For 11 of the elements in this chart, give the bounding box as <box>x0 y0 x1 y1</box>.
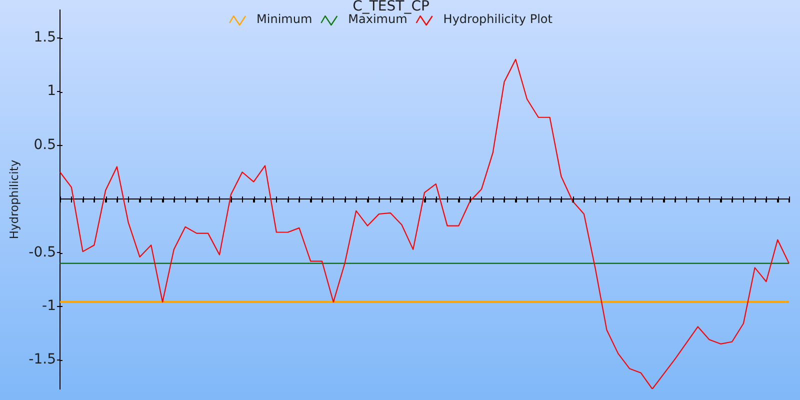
y-tick-label: 1 <box>47 83 56 100</box>
y-tick-label: -1 <box>42 298 56 314</box>
legend-label: Minimum <box>256 12 312 26</box>
chart-title: C_TEST_CP <box>352 0 430 15</box>
y-tick-label: 0.5 <box>34 136 56 153</box>
y-tick-label: -0.5 <box>28 244 56 260</box>
y-tick-label: -1.5 <box>28 352 56 368</box>
legend-label: Maximum <box>348 12 408 26</box>
legend-label: Hydrophilicity Plot <box>443 12 553 26</box>
y-axis-title: Hydrophilicity <box>6 160 21 240</box>
y-tick-label: 1.5 <box>34 30 56 46</box>
